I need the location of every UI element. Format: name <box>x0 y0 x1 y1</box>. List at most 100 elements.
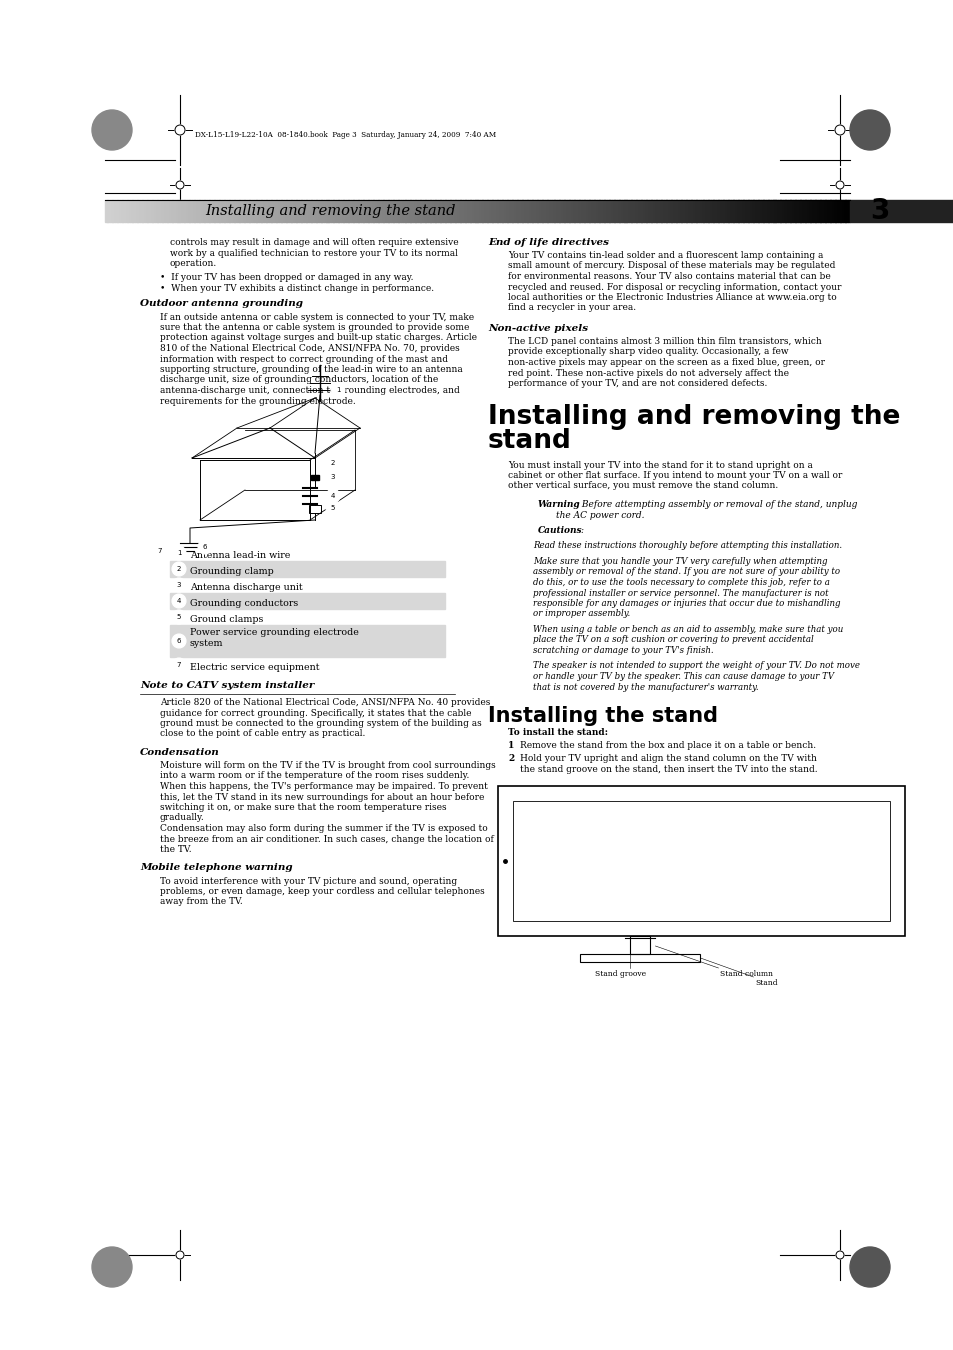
Bar <box>688 200 691 221</box>
Text: End of life directives: End of life directives <box>488 238 608 247</box>
Bar <box>479 200 482 221</box>
Bar <box>137 200 140 221</box>
Bar <box>417 200 420 221</box>
Bar <box>194 200 197 221</box>
Bar <box>323 200 326 221</box>
Text: Warning: Warning <box>537 500 580 509</box>
Bar <box>427 200 431 221</box>
Circle shape <box>174 126 185 135</box>
Bar <box>430 200 433 221</box>
Bar <box>108 200 111 221</box>
Bar <box>274 200 276 221</box>
Bar <box>784 200 787 221</box>
Text: 6: 6 <box>203 544 207 549</box>
Bar <box>309 200 312 221</box>
Bar <box>802 200 805 221</box>
Bar <box>291 200 294 221</box>
Bar <box>445 200 448 221</box>
Bar <box>583 200 587 221</box>
Text: DX-L15-L19-L22-10A  08-1840.book  Page 3  Saturday, January 24, 2009  7:40 AM: DX-L15-L19-L22-10A 08-1840.book Page 3 S… <box>194 131 496 139</box>
Bar <box>114 200 118 221</box>
Bar <box>363 200 366 221</box>
Text: Mobile telephone warning: Mobile telephone warning <box>140 864 293 872</box>
Bar <box>782 200 785 221</box>
Bar <box>544 200 547 221</box>
Circle shape <box>834 126 844 135</box>
Bar <box>581 200 584 221</box>
Bar <box>767 200 770 221</box>
Text: Article 820 of the National Electrical Code, ANSI/NFPA No. 40 provides: Article 820 of the National Electrical C… <box>160 698 490 707</box>
Text: Installing and removing the stand: Installing and removing the stand <box>205 204 455 217</box>
Bar <box>348 200 351 221</box>
Bar <box>586 200 589 221</box>
Bar <box>497 200 499 221</box>
Bar <box>631 200 634 221</box>
Bar <box>239 200 242 221</box>
Bar <box>298 200 301 221</box>
Bar <box>410 200 413 221</box>
Bar <box>640 200 643 221</box>
Text: 7: 7 <box>176 662 181 668</box>
Text: protection against voltage surges and built-up static charges. Article: protection against voltage surges and bu… <box>160 333 476 343</box>
Bar <box>524 200 527 221</box>
Bar <box>212 200 214 221</box>
Bar <box>713 200 716 221</box>
Bar <box>549 200 552 221</box>
Text: discharge unit, size of grounding conductors, location of the: discharge unit, size of grounding conduc… <box>160 375 437 385</box>
Bar <box>745 200 748 221</box>
Bar <box>623 200 626 221</box>
Bar <box>812 200 815 221</box>
Bar <box>492 200 495 221</box>
Bar <box>529 200 532 221</box>
Bar <box>472 200 475 221</box>
Text: the AC power cord.: the AC power cord. <box>556 510 644 520</box>
Bar <box>405 200 408 221</box>
Bar <box>733 200 736 221</box>
Bar <box>636 200 639 221</box>
Text: To avoid interference with your TV picture and sound, operating: To avoid interference with your TV pictu… <box>160 876 456 886</box>
Circle shape <box>91 109 132 150</box>
Bar <box>656 200 659 221</box>
Circle shape <box>172 594 186 608</box>
Circle shape <box>91 1247 132 1287</box>
Text: Stand column: Stand column <box>720 971 773 977</box>
Bar <box>377 200 381 221</box>
Bar <box>700 200 703 221</box>
Text: 2: 2 <box>507 755 514 763</box>
Bar <box>326 200 329 221</box>
Bar <box>334 200 336 221</box>
Bar <box>202 200 205 221</box>
Bar <box>435 200 437 221</box>
Text: 6: 6 <box>176 639 181 644</box>
Text: 7: 7 <box>157 548 162 554</box>
Bar <box>264 200 267 221</box>
Text: problems, or even damage, keep your cordless and cellular telephones: problems, or even damage, keep your cord… <box>160 887 484 896</box>
Bar <box>710 200 713 221</box>
Bar <box>375 200 378 221</box>
Bar <box>643 200 646 221</box>
Text: the stand groove on the stand, then insert the TV into the stand.: the stand groove on the stand, then inse… <box>519 764 817 774</box>
Bar <box>564 200 567 221</box>
Bar <box>740 200 743 221</box>
Bar <box>179 200 182 221</box>
Bar <box>577 200 579 221</box>
Circle shape <box>172 545 186 560</box>
Text: cabinet or other flat surface. If you intend to mount your TV on a wall or: cabinet or other flat surface. If you in… <box>507 471 841 481</box>
Bar <box>651 200 654 221</box>
Bar <box>725 200 728 221</box>
Text: system: system <box>190 639 223 648</box>
Bar <box>420 200 423 221</box>
Text: recycled and reused. For disposal or recycling information, contact your: recycled and reused. For disposal or rec… <box>507 282 841 292</box>
Bar <box>752 200 756 221</box>
Text: Antenna lead-in wire: Antenna lead-in wire <box>190 551 290 560</box>
Bar <box>552 200 555 221</box>
Bar <box>283 200 287 221</box>
Bar <box>373 200 375 221</box>
Bar <box>608 200 612 221</box>
Text: find a recycler in your area.: find a recycler in your area. <box>507 304 636 312</box>
Bar <box>504 200 507 221</box>
Text: Stand groove: Stand groove <box>595 971 646 977</box>
Bar <box>727 200 731 221</box>
Text: When this happens, the TV's performance may be impaired. To prevent: When this happens, the TV's performance … <box>160 782 487 791</box>
Text: 3: 3 <box>869 197 889 225</box>
